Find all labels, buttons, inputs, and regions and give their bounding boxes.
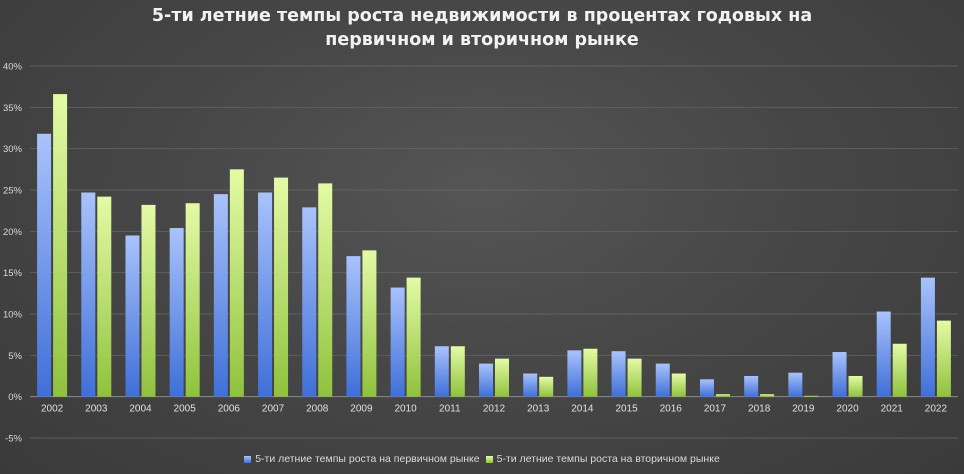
bar-primary [832, 352, 847, 397]
y-tick-label: 5% [8, 351, 22, 362]
x-tick-label: 2017 [704, 404, 727, 415]
legend-swatch-primary [244, 455, 252, 463]
bar-secondary [495, 358, 509, 397]
bar-primary [920, 277, 935, 397]
bar-secondary [97, 196, 112, 397]
x-tick-label: 2008 [306, 404, 329, 415]
bar-secondary [229, 169, 244, 397]
bar-secondary [892, 343, 907, 397]
bar-primary [788, 372, 803, 397]
x-tick-label: 2006 [218, 404, 241, 415]
x-tick-label: 2021 [881, 404, 904, 415]
bar-secondary [760, 394, 775, 397]
x-tick-label: 2011 [439, 404, 461, 415]
bar-primary [699, 379, 714, 397]
bar-primary [81, 192, 96, 397]
bar-primary [567, 350, 582, 397]
bar-primary [655, 363, 670, 397]
bar-primary [302, 207, 317, 397]
bar-secondary [627, 358, 642, 397]
x-tick-label: 2019 [792, 404, 815, 415]
y-tick-label: -5% [5, 434, 22, 445]
x-tick-label: 2012 [483, 404, 506, 415]
bar-secondary [141, 204, 156, 397]
bar-secondary [362, 250, 377, 397]
y-tick-label: 20% [3, 227, 23, 238]
x-tick-label: 2018 [748, 404, 771, 415]
x-tick-label: 2014 [571, 404, 594, 415]
bar-secondary [318, 183, 333, 397]
bar-primary [169, 228, 184, 397]
x-tick-label: 2016 [660, 404, 683, 415]
bar-secondary [804, 395, 819, 397]
y-tick-label: 15% [3, 268, 23, 279]
legend-label-primary: 5-ти летние темпы роста на первичном рын… [255, 453, 480, 465]
y-tick-label: 25% [3, 186, 23, 197]
y-tick-label: 0% [8, 392, 22, 403]
y-tick-label: 40% [3, 62, 23, 73]
bar-primary [434, 346, 449, 397]
bar-secondary [848, 376, 863, 397]
y-tick-label: 35% [3, 103, 23, 114]
x-tick-label: 2020 [836, 404, 859, 415]
bar-primary [346, 256, 361, 397]
legend-item-primary: 5-ти летние темпы роста на первичном рын… [244, 453, 480, 465]
chart-title-line-1: 5-ти летние темпы роста недвижимости в п… [151, 6, 813, 26]
bar-secondary [539, 376, 554, 397]
bar-primary [876, 311, 891, 397]
bar-secondary [671, 373, 686, 397]
chart-title: 5-ти летние темпы роста недвижимости в п… [0, 4, 964, 52]
x-tick-label: 2002 [41, 404, 64, 415]
chart-title-line-2: первичном и вторичном рынке [325, 30, 639, 50]
bar-secondary [53, 94, 68, 397]
x-tick-label: 2010 [394, 404, 417, 415]
x-tick-label: 2004 [129, 404, 152, 415]
x-tick-label: 2009 [350, 404, 373, 415]
x-tick-label: 2022 [925, 404, 948, 415]
bar-primary [125, 235, 140, 397]
bar-secondary [274, 177, 289, 397]
y-tick-label: 10% [3, 310, 23, 321]
bar-primary [390, 287, 405, 397]
bar-primary [744, 376, 759, 397]
bar-primary [258, 192, 273, 397]
x-tick-label: 2007 [262, 404, 285, 415]
chart-legend: 5-ти летние темпы роста на первичном рын… [0, 453, 964, 465]
legend-item-secondary: 5-ти летние темпы роста на вторичном рын… [485, 453, 720, 465]
bar-secondary [185, 203, 200, 397]
x-tick-label: 2013 [527, 404, 550, 415]
bar-secondary [406, 277, 421, 397]
legend-swatch-secondary [485, 455, 493, 463]
bar-primary [523, 373, 538, 397]
x-tick-label: 2005 [174, 404, 197, 415]
bar-primary [611, 351, 626, 397]
bar-secondary [450, 346, 465, 397]
y-tick-label: 30% [3, 144, 23, 155]
bar-primary [479, 363, 493, 397]
bar-secondary [715, 394, 730, 397]
bar-primary [213, 194, 228, 397]
legend-label-secondary: 5-ти летние темпы роста на вторичном рын… [496, 453, 720, 465]
x-tick-label: 2003 [85, 404, 108, 415]
bar-secondary [936, 320, 951, 397]
x-tick-label: 2015 [615, 404, 638, 415]
bar-primary [37, 133, 52, 397]
bar-secondary [583, 348, 598, 397]
